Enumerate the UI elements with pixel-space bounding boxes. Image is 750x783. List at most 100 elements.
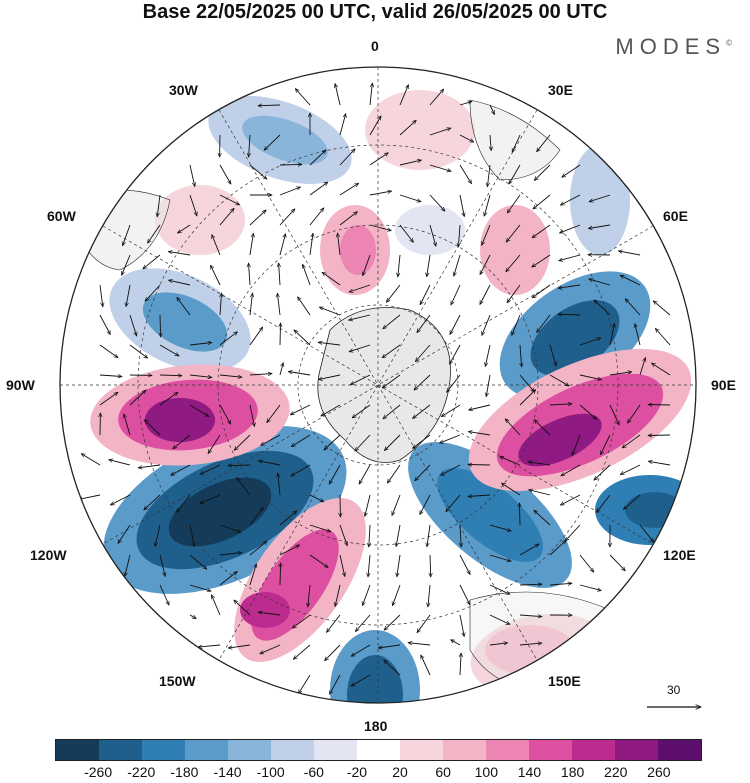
colorbar-swatch — [658, 740, 701, 760]
wind-vector — [309, 150, 326, 166]
wind-vector — [383, 404, 401, 419]
wind-vector — [171, 464, 191, 476]
wind-vector — [189, 584, 211, 591]
anomaly-positive — [155, 185, 245, 255]
colorbar-swatch — [357, 740, 400, 760]
meridian-60e-120w — [102, 225, 654, 545]
colorbar-tick-label: 100 — [474, 764, 499, 780]
wind-vector — [594, 300, 611, 316]
wind-vector — [427, 524, 431, 547]
wind-vectors — [78, 83, 671, 694]
anomaly-negative — [142, 292, 228, 352]
wind-vector — [537, 314, 551, 333]
wind-vector — [249, 374, 272, 375]
wind-vector — [291, 464, 311, 476]
wind-vector — [335, 84, 341, 106]
wind-vector — [458, 224, 460, 247]
wind-vector — [144, 420, 161, 436]
wind-vector — [189, 404, 209, 417]
wind-vector — [321, 404, 341, 416]
wind-vector — [249, 210, 266, 226]
lon-label-60e: 60E — [663, 208, 688, 224]
wind-vector — [129, 390, 146, 406]
wind-vector — [489, 614, 510, 625]
wind-vector — [260, 644, 281, 655]
wind-vector — [572, 434, 581, 456]
wind-vector — [339, 149, 355, 166]
wind-vector — [549, 583, 572, 585]
wind-vector — [228, 644, 251, 648]
wind-vector — [277, 293, 281, 316]
wind-vector — [322, 272, 341, 286]
wind-vector — [110, 494, 131, 506]
wind-vector — [159, 554, 165, 576]
wind-vector — [506, 254, 521, 272]
wind-vector — [489, 524, 511, 531]
wind-vector — [579, 404, 597, 419]
colorbar-tick-label: -220 — [127, 764, 156, 780]
wind-vector — [387, 464, 401, 483]
wind-vector — [469, 404, 491, 410]
wind-vector — [78, 494, 101, 499]
wind-vector — [429, 224, 436, 246]
wind-vector — [258, 612, 281, 616]
wind-vector — [511, 134, 521, 152]
wind-vector — [303, 264, 311, 286]
map-title: Base 22/05/2025 00 UTC, valid 26/05/2025… — [142, 1, 608, 23]
wind-vector — [449, 344, 461, 364]
wind-vector — [486, 374, 491, 397]
wind-vector — [298, 674, 311, 694]
wind-vector — [219, 524, 241, 532]
wind-vector — [349, 344, 371, 352]
colorbar-swatch — [314, 740, 357, 760]
wind-vector — [335, 584, 341, 606]
wind-vector — [502, 483, 521, 496]
wind-vector — [653, 301, 671, 316]
anomaly-negative — [570, 145, 630, 255]
wind-vector — [189, 524, 194, 547]
latitude-circle — [217, 224, 539, 546]
wind-vector — [338, 233, 341, 256]
wind-vector — [429, 89, 444, 106]
wind-vector — [168, 252, 191, 256]
wind-vector — [118, 524, 131, 543]
wind-vector — [482, 224, 491, 245]
colorbar-tick-label: -100 — [256, 764, 285, 780]
colorbar-swatch — [271, 740, 314, 760]
wind-vector — [446, 494, 461, 512]
wind-vector — [609, 324, 615, 346]
wind-vector — [325, 644, 341, 661]
wind-vector — [382, 344, 401, 358]
colorbar-swatch — [142, 740, 185, 760]
wind-vector — [468, 465, 491, 466]
wind-vector — [280, 323, 281, 346]
colorbar-tick-label: 60 — [435, 764, 451, 780]
wind-vector — [415, 344, 431, 362]
wind-vector — [648, 405, 671, 406]
wind-vector — [579, 584, 601, 591]
wind-vector — [157, 194, 161, 217]
wind-vector — [148, 224, 161, 243]
wind-vector — [512, 314, 521, 335]
wind-vector — [369, 153, 388, 166]
wind-vector — [519, 615, 542, 617]
wind-vector — [534, 510, 551, 526]
wind-vector — [408, 643, 431, 646]
colorbar-swatch — [400, 740, 443, 760]
wind-vector — [485, 344, 491, 367]
wind-vector — [249, 404, 255, 427]
wind-vector — [652, 363, 671, 376]
colorbar-swatch — [185, 740, 228, 760]
wind-vector — [441, 404, 461, 417]
wind-vector — [532, 254, 551, 267]
wind-vector — [99, 314, 111, 335]
wind-vector — [298, 297, 311, 316]
wind-vector — [561, 464, 581, 476]
wind-vector — [560, 494, 581, 506]
wind-vector — [309, 554, 328, 568]
wind-vector — [420, 655, 431, 676]
wind-vector — [258, 105, 281, 106]
polar-map — [59, 66, 697, 704]
wind-vector — [279, 263, 280, 286]
wind-vector — [534, 164, 551, 180]
